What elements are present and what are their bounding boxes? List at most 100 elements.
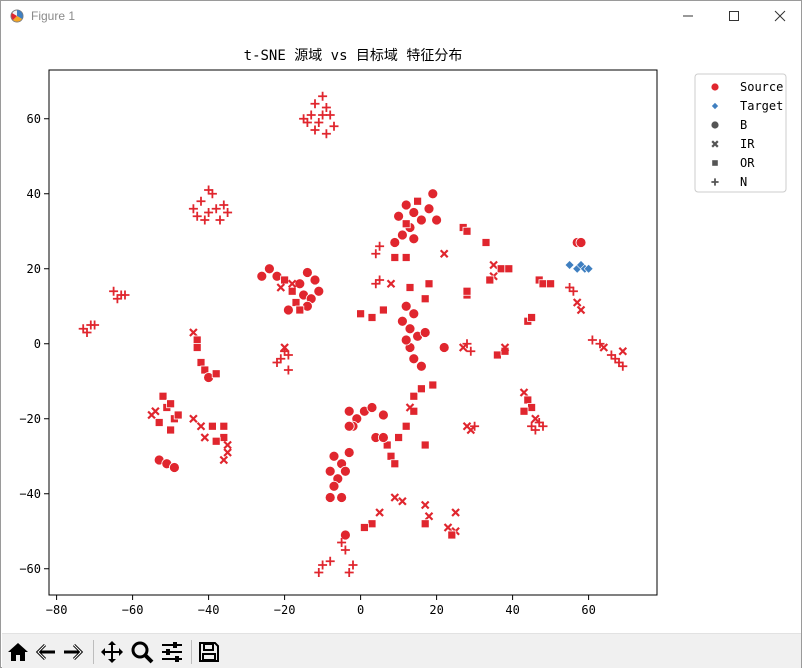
data-point-source: [413, 196, 423, 206]
save-icon: [199, 642, 219, 662]
data-point-source: [504, 264, 514, 274]
data-point-source: [439, 249, 449, 259]
data-point-source: [219, 200, 229, 210]
data-point-source: [196, 196, 206, 206]
data-point-source: [408, 308, 420, 320]
data-point-source: [318, 110, 328, 120]
toolbar-separator: [93, 640, 94, 664]
y-tick-label: 60: [27, 112, 41, 126]
data-point-source: [120, 290, 130, 300]
data-point-source: [447, 530, 457, 540]
data-point-source: [343, 447, 355, 458]
data-point-source: [211, 204, 221, 214]
data-point-source: [348, 560, 358, 570]
close-button[interactable]: [757, 1, 802, 31]
data-point-source: [538, 279, 548, 289]
data-point-source: [173, 410, 183, 420]
data-point-source: [527, 313, 536, 322]
data-point-source: [404, 323, 416, 335]
data-point-source: [393, 210, 405, 222]
data-point-source: [431, 214, 443, 226]
data-point-source: [188, 204, 198, 214]
data-point-source: [215, 215, 225, 225]
data-point-source: [291, 298, 301, 307]
data-point-source: [443, 523, 453, 532]
data-point-source: [489, 260, 498, 270]
zoom-button[interactable]: [129, 639, 155, 665]
legend: Source Target B IR OR N: [694, 73, 787, 193]
data-point-target: [583, 263, 594, 274]
data-point-source: [211, 369, 221, 379]
figure-canvas[interactable]: t-SNE 源域 vs 目标域 特征分布 −80 −60 −40 −20 0 20 40 60…: [2, 32, 801, 632]
data-point-source: [314, 568, 324, 577]
data-point-source: [400, 334, 412, 346]
data-point-source: [575, 237, 587, 248]
data-point-source: [151, 406, 160, 416]
data-point-source: [390, 459, 400, 469]
data-point-source: [204, 208, 214, 217]
data-point-source: [313, 285, 325, 297]
close-icon: [774, 10, 786, 22]
minimize-button[interactable]: [665, 1, 711, 31]
data-point-source: [189, 414, 198, 424]
data-point-source: [314, 118, 324, 127]
data-point-source: [340, 545, 350, 555]
configure-subplots-button[interactable]: [159, 639, 185, 665]
pan-button[interactable]: [99, 639, 125, 665]
data-point-source: [377, 409, 389, 421]
data-point-source: [337, 538, 347, 547]
data-point-source: [301, 267, 313, 278]
maximize-button[interactable]: [711, 1, 757, 31]
data-point-source: [420, 519, 430, 529]
legend-label: Target: [740, 99, 783, 113]
data-point-source: [462, 286, 472, 296]
data-point-source: [321, 129, 331, 139]
data-point-source: [223, 208, 233, 217]
data-point-source: [396, 315, 408, 327]
x-tick-label: 0: [357, 603, 364, 617]
save-button[interactable]: [196, 639, 222, 665]
y-axis: −60 −40 −20 0 20 40 60: [19, 112, 49, 576]
data-point-source: [256, 270, 268, 282]
y-tick-label: 40: [27, 187, 41, 201]
data-point-source: [519, 388, 529, 397]
plot-frame: [48, 69, 658, 596]
data-point-source: [280, 275, 290, 285]
legend-label: N: [740, 175, 747, 189]
back-button[interactable]: [33, 639, 59, 665]
legend-label: Source: [740, 80, 783, 94]
data-point-source: [280, 343, 289, 352]
forward-button[interactable]: [60, 639, 86, 665]
x-tick-label: −80: [46, 603, 68, 617]
data-point-source: [219, 433, 229, 442]
data-point-source: [420, 500, 430, 510]
home-button[interactable]: [5, 639, 31, 665]
data-point-source: [408, 207, 420, 218]
data-point-source: [408, 353, 420, 365]
data-point-source: [154, 418, 164, 427]
data-point-source: [200, 215, 210, 225]
legend-marker: [711, 159, 719, 167]
data-point-source: [400, 300, 412, 312]
home-icon: [8, 643, 28, 661]
legend-marker: [711, 140, 719, 148]
y-tick-label: 20: [27, 262, 41, 276]
data-point-source: [587, 335, 597, 345]
data-point-source: [166, 399, 176, 409]
data-point-source: [451, 508, 460, 517]
data-point-source: [420, 440, 430, 450]
data-point-source: [400, 199, 412, 211]
data-point-source: [325, 556, 335, 566]
data-point-source: [189, 328, 198, 337]
data-point-source: [287, 286, 297, 296]
data-point-source: [405, 403, 415, 412]
data-point-source: [276, 283, 286, 292]
data-point-source: [344, 568, 354, 577]
data-point-source: [306, 110, 316, 120]
data-point-source: [318, 91, 328, 101]
data-point-source: [329, 121, 339, 131]
data-point-source: [219, 455, 229, 465]
toolbar-separator: [191, 640, 192, 664]
legend-marker: [710, 82, 720, 92]
data-point-source: [359, 523, 369, 532]
